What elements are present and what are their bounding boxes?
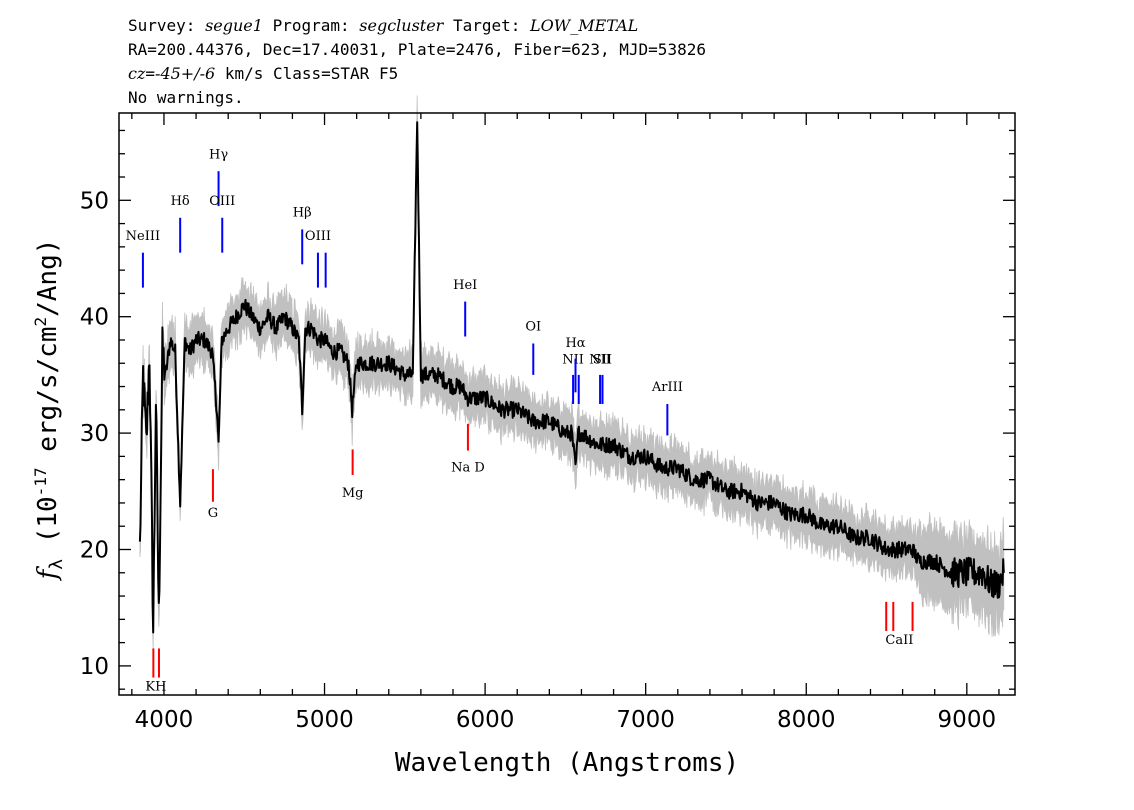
emission-line-label: Hδ (171, 194, 190, 209)
emission-line-label: Hγ (209, 147, 228, 162)
absorption-line-label: Na D (451, 461, 485, 476)
absorption-line-label: Mg (342, 486, 364, 501)
program-prefix: Program: (262, 16, 360, 35)
emission-line-label: NII (589, 352, 611, 367)
y-axis-title-exp: -17 (31, 467, 50, 496)
y-tick-label: 50 (80, 188, 109, 214)
redshift-value: -45+/-6 (155, 64, 216, 83)
x-tick-label: 8000 (777, 707, 836, 733)
x-tick-label: 4000 (135, 707, 194, 733)
survey-prefix: Survey: (128, 16, 206, 35)
y-axis-title-a: (10 (33, 496, 63, 559)
emission-line-label: ArIII (651, 380, 683, 395)
absorption-line-label: CaII (885, 633, 913, 648)
y-axis-title-b: erg/s/cm (33, 327, 63, 468)
y-tick-label: 10 (80, 654, 109, 680)
flux-series (138, 121, 1005, 634)
header-line-4: No warnings. (128, 88, 244, 107)
emission-line-label: OIII (209, 194, 235, 209)
emission-line-label: Hβ (293, 206, 312, 221)
emission-line-label: Hα (565, 336, 585, 351)
emission-line-label: HeI (453, 278, 477, 293)
x-tick-label: 9000 (938, 707, 997, 733)
y-tick-label: 30 (80, 421, 109, 447)
y-axis-title-sub: λ (46, 559, 67, 570)
emission-line-label: OI (525, 320, 541, 335)
emission-line-label: SII (593, 352, 612, 367)
target-name: LOW_METAL (530, 16, 639, 35)
redshift-class: km/s Class=STAR F5 (215, 64, 399, 83)
y-axis-title-c: /Ang) (33, 239, 63, 317)
redshift-label: cz (128, 64, 146, 83)
header-line-3: cz=-45+/-6 km/s Class=STAR F5 (128, 62, 706, 86)
header-line-1: Survey: segue1 Program: segcluster Targe… (128, 14, 706, 38)
axis-ticks: 4000 5000 6000 7000 8000 9000 10 20 30 40 50 (80, 113, 1015, 733)
survey-name: segue1 (205, 16, 263, 35)
error-band-area (139, 95, 1005, 652)
y-axis-title-exp2: 2 (31, 317, 50, 327)
x-tick-label: 6000 (456, 707, 515, 733)
plot-frame (118, 112, 1016, 696)
target-prefix: Target: (443, 16, 531, 35)
y-tick-label: 20 (80, 538, 109, 564)
x-axis-title: Wavelength (Angstroms) (395, 748, 739, 778)
line-annotations: NeIIIHδHγOIIIHβOIIIHeIOINIIHαNIISIIArIII… (126, 147, 914, 694)
y-axis-title: fλ (10-17 erg/s/cm2/Ang) (31, 239, 67, 582)
redshift-equals: = (145, 64, 156, 83)
absorption-line-label: G (208, 506, 218, 521)
emission-line-label: OIII (305, 229, 331, 244)
emission-line-label: NeIII (126, 229, 160, 244)
flux-line (138, 121, 1005, 634)
plot-header: Survey: segue1 Program: segcluster Targe… (128, 14, 706, 110)
program-name: segcluster (359, 16, 444, 35)
header-line-2: RA=200.44376, Dec=17.40031, Plate=2476, … (128, 40, 706, 59)
absorption-line-label: KH (145, 679, 166, 694)
x-tick-label: 7000 (616, 707, 675, 733)
error-band (139, 95, 1005, 652)
x-tick-label: 5000 (295, 707, 354, 733)
emission-line-label: NII (562, 352, 584, 367)
y-tick-label: 40 (80, 305, 109, 331)
